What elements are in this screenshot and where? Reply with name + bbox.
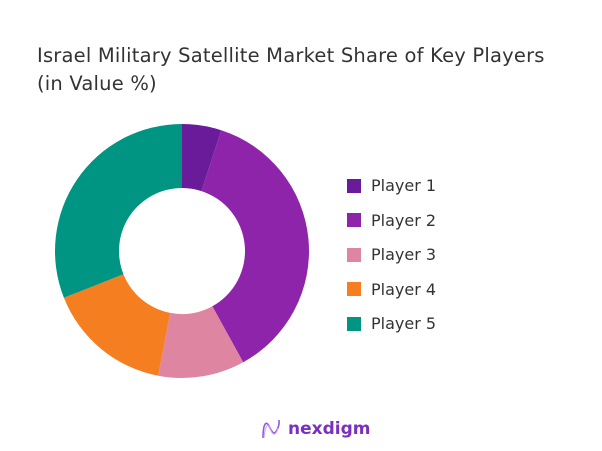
- slice-player-4: [63, 274, 171, 376]
- chart-title: Israel Military Satellite Market Share o…: [37, 44, 545, 95]
- legend-item: Player 2: [347, 211, 436, 230]
- brand-name: nexdigm: [288, 419, 371, 439]
- legend-item: Player 1: [347, 176, 436, 195]
- legend-swatch: [347, 247, 361, 262]
- legend-item: Player 3: [347, 245, 436, 264]
- legend-swatch: [347, 213, 361, 227]
- slice-player-3: [158, 306, 244, 378]
- legend-label: Player 3: [371, 245, 437, 264]
- slice-player-5: [54, 124, 182, 298]
- legend-label: Player 4: [371, 279, 437, 299]
- legend-swatch: [347, 178, 361, 193]
- legend-swatch: [347, 316, 361, 331]
- slice-player-2: [201, 130, 310, 363]
- legend-label: Player 2: [371, 210, 437, 230]
- slice-player-1: [182, 124, 222, 192]
- legend-label: Player 5: [371, 314, 437, 333]
- legend-label: Player 1: [371, 176, 437, 195]
- legend-swatch: [347, 282, 361, 296]
- nexdigm-logo-icon: [262, 419, 280, 439]
- nexdigm-logo: nexdigm: [260, 418, 370, 440]
- legend-item: Player 4: [347, 280, 436, 299]
- legend-item: Player 5: [347, 314, 436, 333]
